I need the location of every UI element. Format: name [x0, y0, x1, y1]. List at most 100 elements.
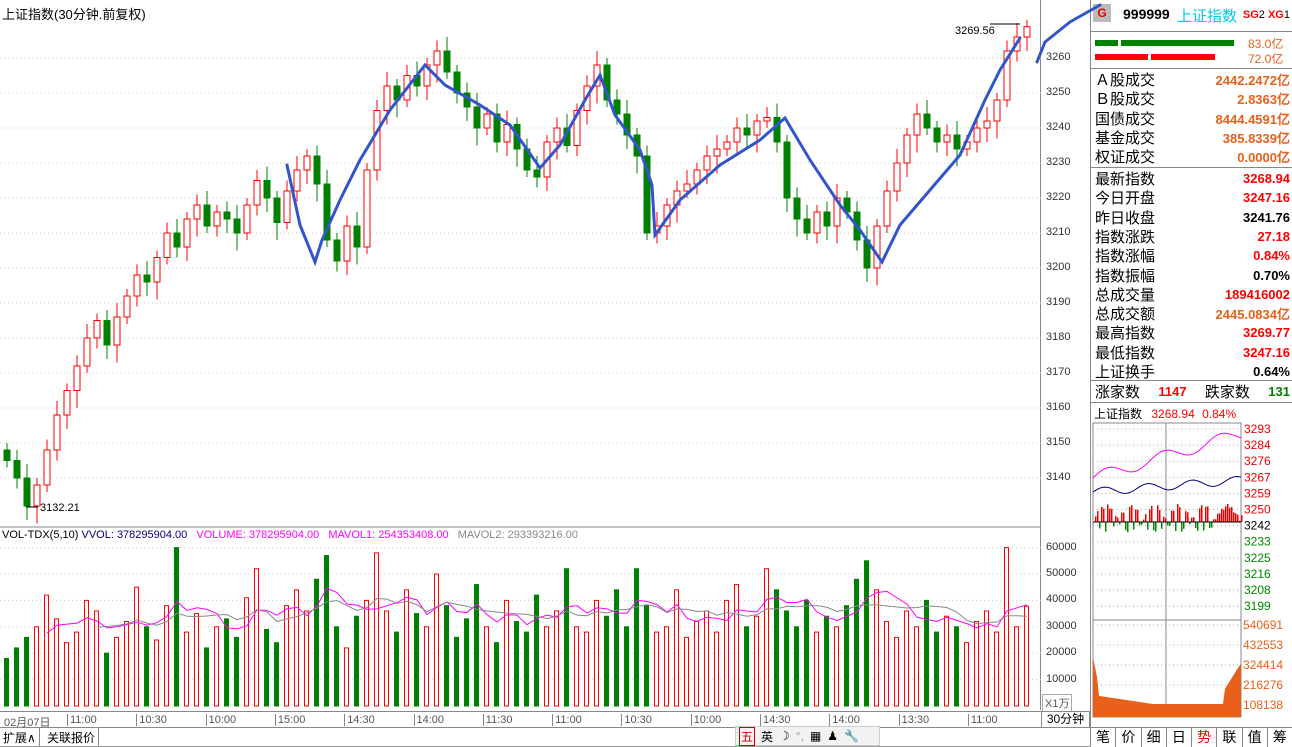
panel-tab[interactable]: 筹	[1268, 728, 1292, 747]
quote-label: 最高指数	[1095, 325, 1156, 343]
volume-bar	[744, 626, 749, 707]
mini-price-tick: 3225	[1244, 551, 1271, 565]
volume-bar	[534, 594, 539, 707]
volume-bar	[194, 613, 199, 707]
mini-chart-header: 上证指数 3268.94 0.84%	[1094, 405, 1236, 422]
panel-tab[interactable]: 日	[1167, 728, 1192, 747]
volume-bar	[304, 610, 309, 707]
panel-tab[interactable]: 价	[1116, 728, 1142, 747]
quote-value: 2.8363亿	[1237, 92, 1290, 108]
candle-body	[293, 169, 301, 192]
kline-chart-area[interactable]: 3269.56 3132.21 上证指数(30分钟.前复权) VOL-TDX(5,…	[0, 0, 1041, 710]
mini-breadth-bar	[1097, 511, 1099, 522]
volume-bar	[654, 631, 659, 707]
halfwidth-moon-icon[interactable]: ☽	[779, 729, 790, 743]
candle-body	[443, 50, 451, 73]
candle-body	[853, 211, 861, 241]
volume-bar	[734, 584, 739, 707]
quote-row: 指数振幅 0.70%	[1095, 266, 1290, 285]
volume-bar	[94, 610, 99, 707]
period-selector[interactable]: 30分钟	[1041, 711, 1090, 728]
mini-breadth-bar	[1231, 507, 1233, 522]
candle-body	[233, 218, 241, 234]
mini-price-tick: 3250	[1244, 503, 1271, 517]
candle-body	[723, 141, 731, 150]
mini-breadth-bar	[1171, 510, 1173, 522]
quote-label: 昨日收盘	[1095, 209, 1156, 227]
candle-body	[303, 155, 311, 171]
decline-count: 131	[1268, 384, 1290, 399]
candle-body	[863, 239, 871, 269]
time-label: 15:00	[274, 714, 305, 726]
settings-wrench-icon[interactable]: 🔧	[844, 729, 859, 743]
volume-bar	[24, 636, 29, 707]
ime-toolbar[interactable]: 五 英 ☽ °, ▦ ♟ 🔧	[735, 726, 880, 746]
candle-body	[173, 232, 181, 248]
quote-value: 385.8339亿	[1222, 130, 1290, 146]
mini-breadth-bar	[1175, 522, 1177, 531]
panel-tab[interactable]: 值	[1243, 728, 1268, 747]
mini-breadth-bar	[1177, 504, 1179, 522]
high-annotation: 3269.56	[955, 25, 995, 37]
mini-breadth-bar	[1159, 510, 1161, 522]
english-mode-icon[interactable]: 英	[761, 729, 774, 744]
volume-tick: 40000	[1046, 593, 1077, 606]
user-icon[interactable]: ♟	[827, 729, 839, 743]
panel-tab[interactable]: 细	[1142, 728, 1167, 747]
mini-breadth-bar	[1161, 522, 1163, 529]
mini-breadth-bar	[1239, 520, 1241, 522]
volume-bar	[374, 552, 379, 707]
candle-body	[693, 169, 701, 185]
green-bar-a	[1095, 40, 1118, 46]
volume-bar	[594, 599, 599, 707]
quote-label: 指数振幅	[1095, 267, 1156, 285]
candle-body	[383, 85, 391, 111]
volume-bar	[44, 594, 49, 707]
quote-row: 基金成交 385.8339亿	[1095, 128, 1290, 147]
candle-body	[783, 141, 791, 199]
sg-xg-badge[interactable]: SG2 XG1	[1243, 9, 1290, 21]
candle-body	[413, 75, 421, 87]
price-chart[interactable]: 3269.56 3132.21	[0, 0, 1041, 710]
mini-breadth-bar	[1237, 514, 1239, 522]
mini-breadth-bar	[1109, 508, 1111, 522]
volume-tick: 10000	[1046, 672, 1077, 685]
mini-volume-tick: 540691	[1243, 618, 1283, 632]
candle-body	[873, 225, 881, 269]
candle-body	[313, 155, 321, 185]
candle-body	[3, 449, 11, 461]
xg-label: XG	[1267, 9, 1284, 21]
volume-bar	[784, 610, 789, 707]
mini-breadth-bar	[1121, 512, 1123, 522]
candle-body	[933, 127, 941, 143]
mavol2-value: MAVOL2: 293393216.00	[457, 529, 578, 541]
candle-body	[673, 190, 681, 206]
quote-label: 指数涨幅	[1095, 248, 1156, 266]
volume-bar	[154, 639, 159, 707]
candle-body	[543, 141, 551, 178]
advance-label: 涨家数	[1095, 384, 1141, 401]
panel-tab[interactable]: 势	[1192, 728, 1218, 747]
mini-breadth-bar	[1221, 508, 1223, 522]
candle-body	[493, 113, 501, 143]
quote-row: 最低指数 3247.16	[1095, 343, 1290, 362]
keyboard-icon[interactable]: ▦	[809, 729, 822, 743]
mini-breadth-bar	[1191, 517, 1193, 522]
mini-breadth-bar	[1115, 515, 1117, 522]
intraday-mini-chart[interactable]: 3293 3284 3276 3267 3259 3250 3242 3233 3225 3216…	[1091, 420, 1291, 720]
time-label: 10:30	[136, 714, 167, 726]
related-quotes-tab[interactable]: 关联报价	[44, 728, 100, 746]
mini-breadth-bar	[1105, 522, 1107, 532]
candle-body	[473, 106, 481, 129]
mini-breadth-bar	[1217, 513, 1219, 522]
panel-tab[interactable]: 笔	[1091, 728, 1117, 747]
volume-bar	[954, 626, 959, 707]
candle-body	[963, 141, 971, 150]
quote-label: 最新指数	[1095, 171, 1156, 188]
expand-tab[interactable]: 扩展∧	[0, 728, 40, 746]
volume-bar	[804, 599, 809, 707]
panel-tab[interactable]: 联	[1217, 728, 1243, 747]
punctuation-icon[interactable]: °,	[795, 729, 804, 743]
wubi-icon[interactable]: 五	[739, 726, 756, 746]
volume-bar	[724, 599, 729, 707]
